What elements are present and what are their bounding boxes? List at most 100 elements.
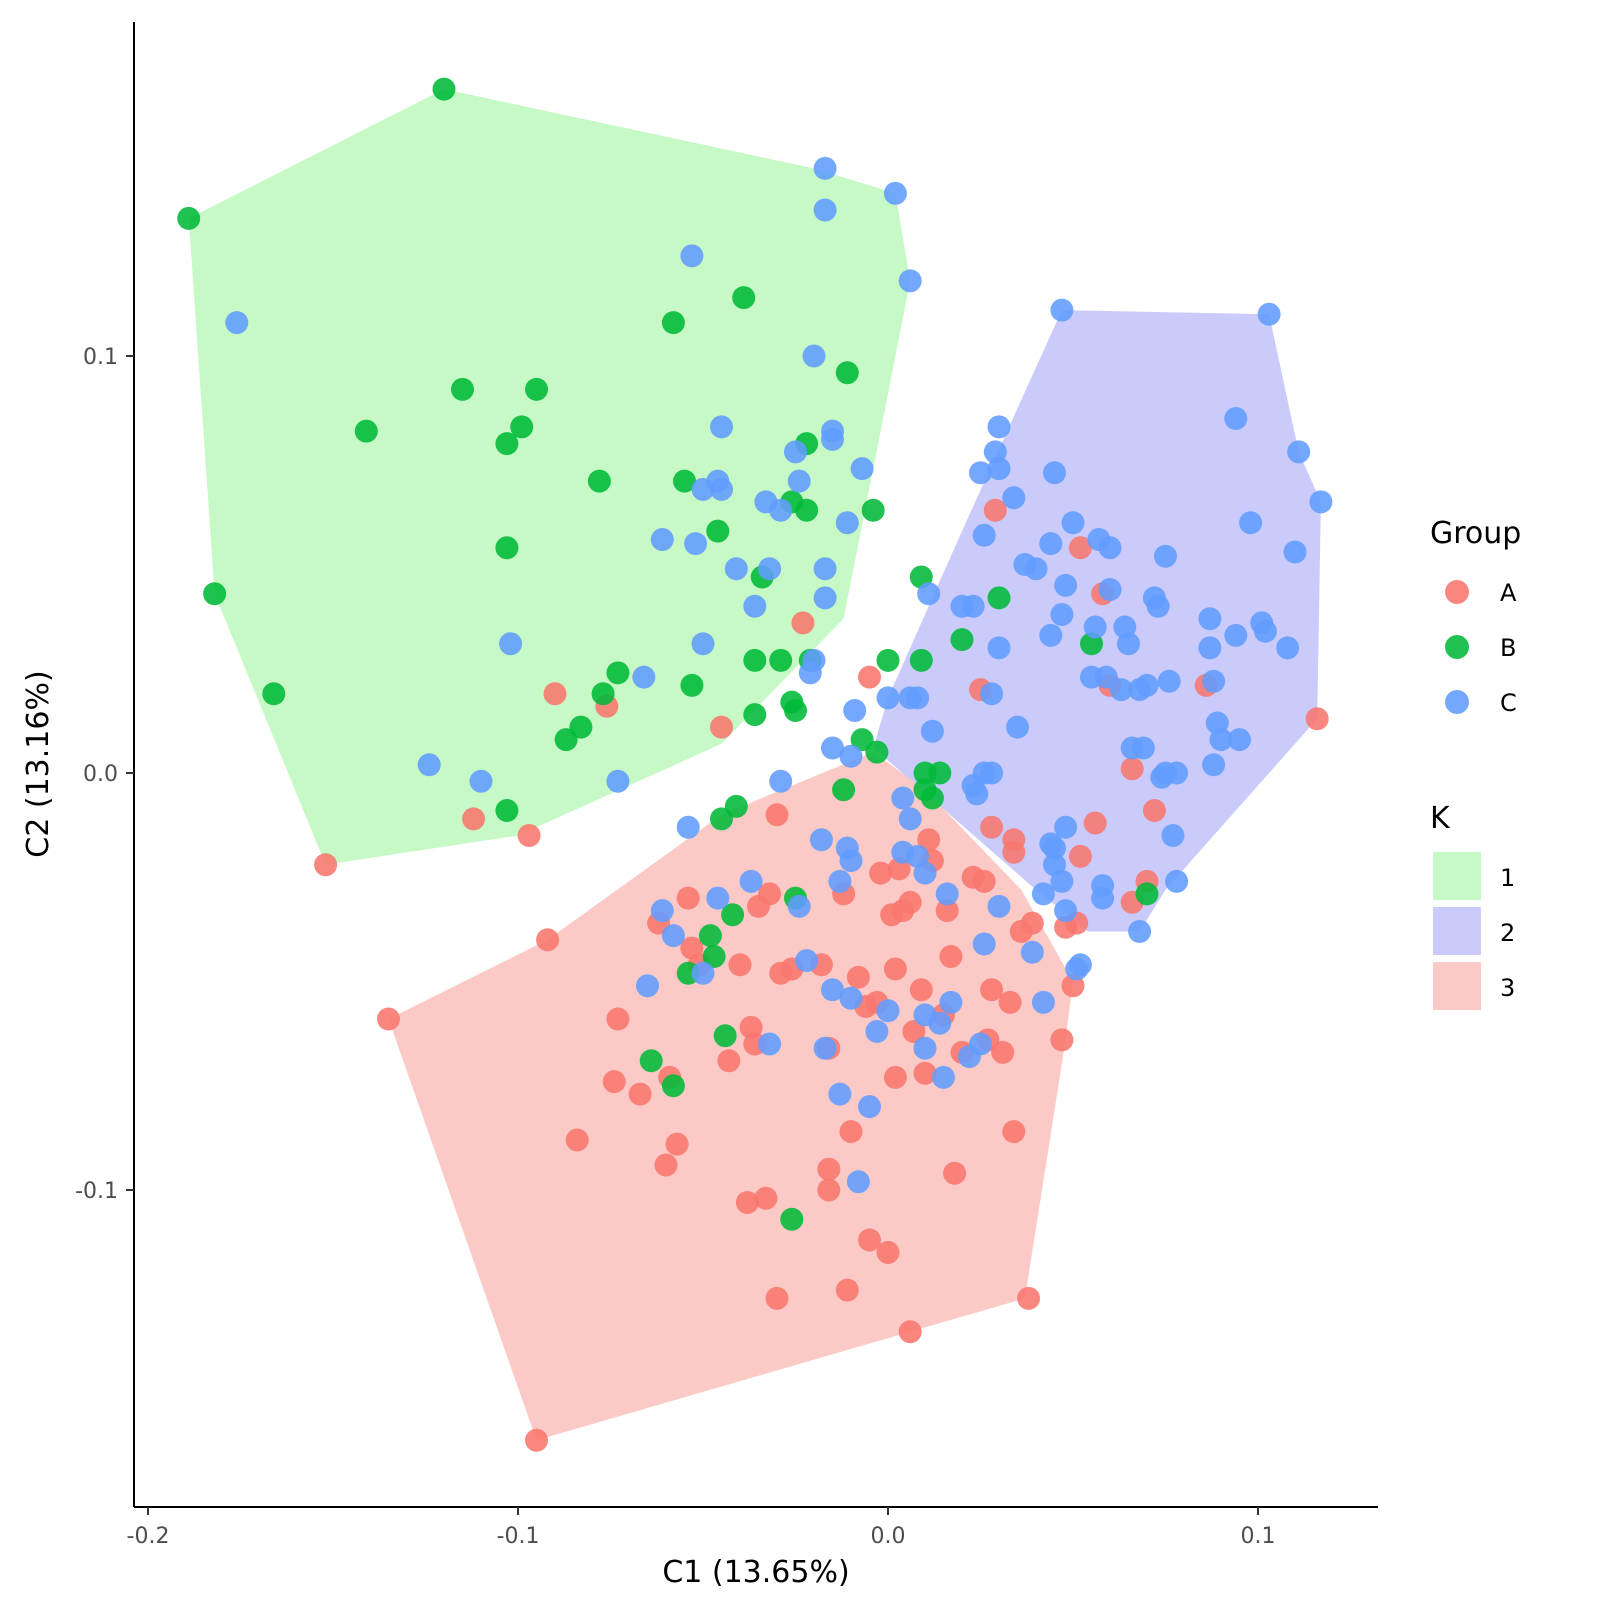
- point-group-c: [1117, 632, 1140, 656]
- x-tick-label: -0.2: [127, 1524, 170, 1549]
- point-group-b: [177, 206, 201, 230]
- point-group-c: [1054, 815, 1078, 839]
- point-group-c: [928, 1011, 952, 1035]
- point-group-c: [1050, 869, 1074, 893]
- point-group-c: [1202, 669, 1226, 693]
- point-group-c: [821, 736, 844, 760]
- point-group-c: [1098, 536, 1122, 560]
- point-group-a: [883, 957, 907, 981]
- point-group-c: [758, 1032, 782, 1056]
- point-group-a: [1017, 1286, 1041, 1310]
- point-group-c: [710, 477, 733, 501]
- point-group-c: [691, 632, 715, 656]
- point-group-c: [1165, 869, 1189, 893]
- point-group-a: [536, 928, 560, 952]
- point-group-c: [813, 1036, 837, 1060]
- point-group-a: [606, 1007, 630, 1031]
- legend-group-key-c: [1445, 690, 1469, 714]
- point-group-c: [706, 886, 730, 910]
- point-group-b: [680, 673, 704, 697]
- point-group-b: [698, 924, 722, 948]
- legend-k-key-2: [1433, 907, 1481, 955]
- point-group-a: [791, 611, 815, 635]
- point-group-c: [769, 769, 793, 793]
- point-group-a: [1068, 844, 1092, 868]
- point-group-b: [784, 699, 807, 722]
- point-group-c: [987, 636, 1011, 660]
- x-axis-title: C1 (13.65%): [662, 1555, 849, 1590]
- point-group-c: [813, 586, 837, 610]
- point-group-c: [787, 469, 811, 493]
- point-group-a: [754, 1186, 778, 1210]
- point-group-b: [928, 761, 952, 785]
- point-group-c: [980, 682, 1004, 706]
- point-group-c: [1161, 824, 1185, 847]
- point-group-b: [713, 1024, 737, 1048]
- point-group-c: [1283, 540, 1307, 564]
- point-group-c: [417, 753, 441, 777]
- point-group-c: [813, 198, 837, 222]
- point-group-b: [835, 361, 859, 385]
- point-group-b: [262, 682, 286, 706]
- point-group-c: [1157, 669, 1181, 693]
- point-group-b: [909, 648, 933, 672]
- point-group-a: [1002, 1120, 1026, 1144]
- point-group-c: [917, 582, 941, 606]
- point-group-b: [950, 628, 974, 652]
- point-group-b: [673, 469, 696, 493]
- point-group-c: [499, 632, 523, 656]
- point-group-a: [917, 828, 941, 852]
- point-group-c: [802, 344, 826, 368]
- point-group-c: [632, 665, 656, 689]
- point-group-c: [1020, 940, 1044, 964]
- scatter-points: [177, 77, 1333, 1452]
- point-group-c: [935, 882, 959, 906]
- point-group-c: [691, 477, 715, 501]
- y-tick-label: 0.1: [83, 345, 118, 370]
- point-group-c: [839, 744, 863, 768]
- point-group-c: [691, 961, 715, 985]
- point-group-c: [1198, 636, 1222, 660]
- point-group-c: [680, 244, 704, 268]
- legend-k-title: K: [1430, 801, 1451, 836]
- point-group-c: [828, 1082, 852, 1106]
- point-group-a: [314, 853, 338, 877]
- point-group-c: [809, 828, 833, 852]
- point-group-a: [676, 886, 700, 910]
- legend-group-key-a: [1445, 580, 1469, 604]
- point-group-c: [636, 974, 659, 998]
- point-group-c: [969, 461, 992, 485]
- point-group-c: [1098, 578, 1122, 601]
- point-group-c: [913, 861, 937, 885]
- point-group-a: [909, 978, 933, 1002]
- point-group-c: [1128, 920, 1152, 943]
- point-group-c: [650, 899, 674, 923]
- point-group-c: [710, 415, 733, 439]
- point-group-c: [1031, 990, 1055, 1014]
- point-group-a: [717, 1049, 741, 1073]
- point-group-c: [1224, 407, 1248, 430]
- point-group-c: [932, 1065, 955, 1089]
- point-group-c: [913, 1036, 937, 1060]
- point-group-b: [769, 648, 793, 672]
- point-group-c: [1309, 490, 1333, 514]
- point-group-c: [1287, 440, 1311, 464]
- point-group-c: [987, 457, 1011, 481]
- point-group-c: [676, 815, 700, 839]
- cluster-hulls: [188, 89, 1321, 1441]
- y-tick-label: 0.0: [83, 762, 118, 787]
- point-group-c: [813, 557, 837, 581]
- point-group-c: [965, 782, 989, 806]
- point-group-c: [1109, 678, 1133, 702]
- legend-group-label: A: [1500, 579, 1517, 607]
- point-group-c: [1276, 636, 1300, 660]
- point-group-c: [225, 311, 249, 335]
- point-group-a: [980, 978, 1004, 1002]
- point-group-c: [724, 557, 748, 581]
- point-group-a: [665, 1132, 689, 1156]
- point-group-c: [891, 786, 915, 810]
- x-tick-label: 0.0: [871, 1524, 906, 1549]
- point-group-c: [846, 1170, 870, 1194]
- point-group-b: [510, 415, 534, 439]
- point-group-c: [813, 156, 837, 180]
